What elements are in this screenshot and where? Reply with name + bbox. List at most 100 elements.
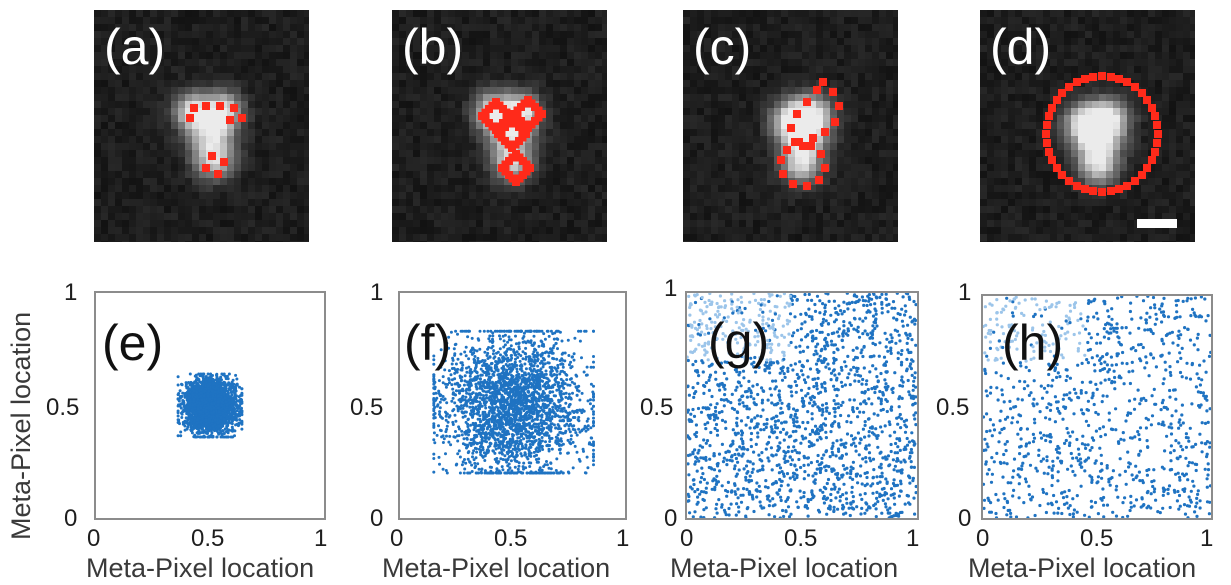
scatter-point — [577, 427, 581, 431]
scatter-point — [470, 392, 474, 396]
scatter-point — [437, 424, 440, 428]
scatter-point — [226, 391, 230, 395]
scatter-point — [571, 355, 574, 359]
scatter-point — [472, 449, 476, 453]
scatter-point — [513, 420, 517, 424]
scatter-point — [503, 343, 507, 347]
scatter-point — [575, 450, 579, 454]
scatter-point — [509, 344, 513, 348]
scatter-point — [215, 435, 219, 439]
scatter-point — [558, 447, 562, 451]
scatter-point — [517, 352, 521, 356]
scatter-point — [592, 420, 595, 423]
scatter-point — [225, 403, 229, 407]
scatter-point — [491, 334, 495, 338]
scatter-point — [549, 467, 553, 471]
scatter-point — [437, 379, 441, 383]
scatter-point — [201, 427, 204, 431]
scatter-point — [220, 372, 224, 376]
scatter-point — [198, 417, 201, 420]
scatter-point — [523, 396, 527, 400]
scatter-point — [519, 354, 523, 358]
scatter-point — [540, 424, 544, 428]
scatter-point — [193, 402, 197, 406]
scatter-point — [204, 422, 208, 426]
scatter-point — [537, 442, 541, 446]
scatter-point — [468, 460, 472, 464]
scatter-point — [522, 409, 526, 413]
scatter-point — [212, 402, 216, 406]
scatter-point — [566, 383, 570, 387]
scatter-point — [233, 434, 236, 438]
scatter-point — [448, 381, 451, 385]
scatter-point — [551, 405, 555, 409]
scatter-point — [513, 446, 517, 450]
scatter-point — [470, 370, 474, 374]
scatter-point — [460, 429, 464, 433]
scatter-point — [235, 382, 239, 386]
scatter-point — [524, 367, 528, 371]
scatter-point — [465, 436, 469, 440]
scatter-point — [580, 356, 583, 360]
scatter-point — [488, 339, 492, 343]
scatter-point — [454, 419, 458, 423]
scatter-point — [559, 362, 563, 366]
scatter-point — [591, 390, 595, 394]
scatter-point — [179, 395, 183, 399]
scatter-point — [435, 433, 439, 437]
scatter-point — [179, 406, 183, 410]
scatter-point — [532, 334, 536, 338]
scatter-point — [228, 428, 231, 432]
scatter-point — [466, 418, 470, 422]
scatter-point — [449, 373, 453, 377]
scatter-point — [573, 416, 577, 419]
scatter-point — [476, 337, 480, 341]
scatter-point — [231, 378, 235, 382]
scatter-point — [231, 397, 235, 401]
scatter-point — [240, 406, 243, 410]
scatter-point — [447, 377, 451, 381]
scatter-point — [580, 429, 584, 433]
scatter-point — [469, 438, 473, 442]
scatter-point — [550, 422, 554, 426]
scatter-point — [233, 410, 237, 414]
scatter-point — [449, 330, 453, 334]
scatter-point — [577, 329, 580, 333]
scatter-point — [183, 395, 187, 399]
scatter-point — [551, 356, 555, 360]
scatter-point — [577, 389, 581, 393]
scatter-point — [212, 378, 216, 382]
scatter-point — [507, 338, 511, 342]
scatter-point — [212, 427, 216, 431]
scatter-point — [568, 430, 572, 434]
scatter-point — [233, 388, 237, 392]
scatter-point — [589, 426, 593, 430]
scatter-point — [558, 451, 562, 455]
scatter-point — [519, 441, 523, 445]
scatter-point — [524, 429, 528, 433]
scatter-point — [469, 413, 473, 417]
scatter-point — [221, 429, 225, 433]
scatter-point — [432, 392, 436, 396]
scatter-point — [456, 357, 460, 361]
scatter-point — [499, 471, 502, 475]
scatter-point — [540, 431, 544, 435]
scatter-point — [506, 430, 510, 433]
scatter-point — [542, 332, 546, 336]
scatter-point — [438, 410, 442, 414]
scatter-point — [188, 400, 192, 404]
scatter-point — [176, 434, 180, 438]
scatter-point — [225, 394, 229, 397]
scatter-point — [179, 430, 183, 434]
scatter-point — [176, 409, 180, 413]
scatter-point — [467, 365, 471, 369]
scatter-point — [441, 434, 445, 438]
scatter-point — [432, 413, 436, 417]
scatter-point — [475, 349, 479, 353]
scatter-point — [234, 394, 238, 398]
scatter-point — [210, 431, 214, 435]
scatter-point — [438, 400, 442, 404]
scatter-point — [194, 413, 198, 417]
scatter-point — [216, 394, 220, 398]
scatter-point — [186, 405, 190, 409]
